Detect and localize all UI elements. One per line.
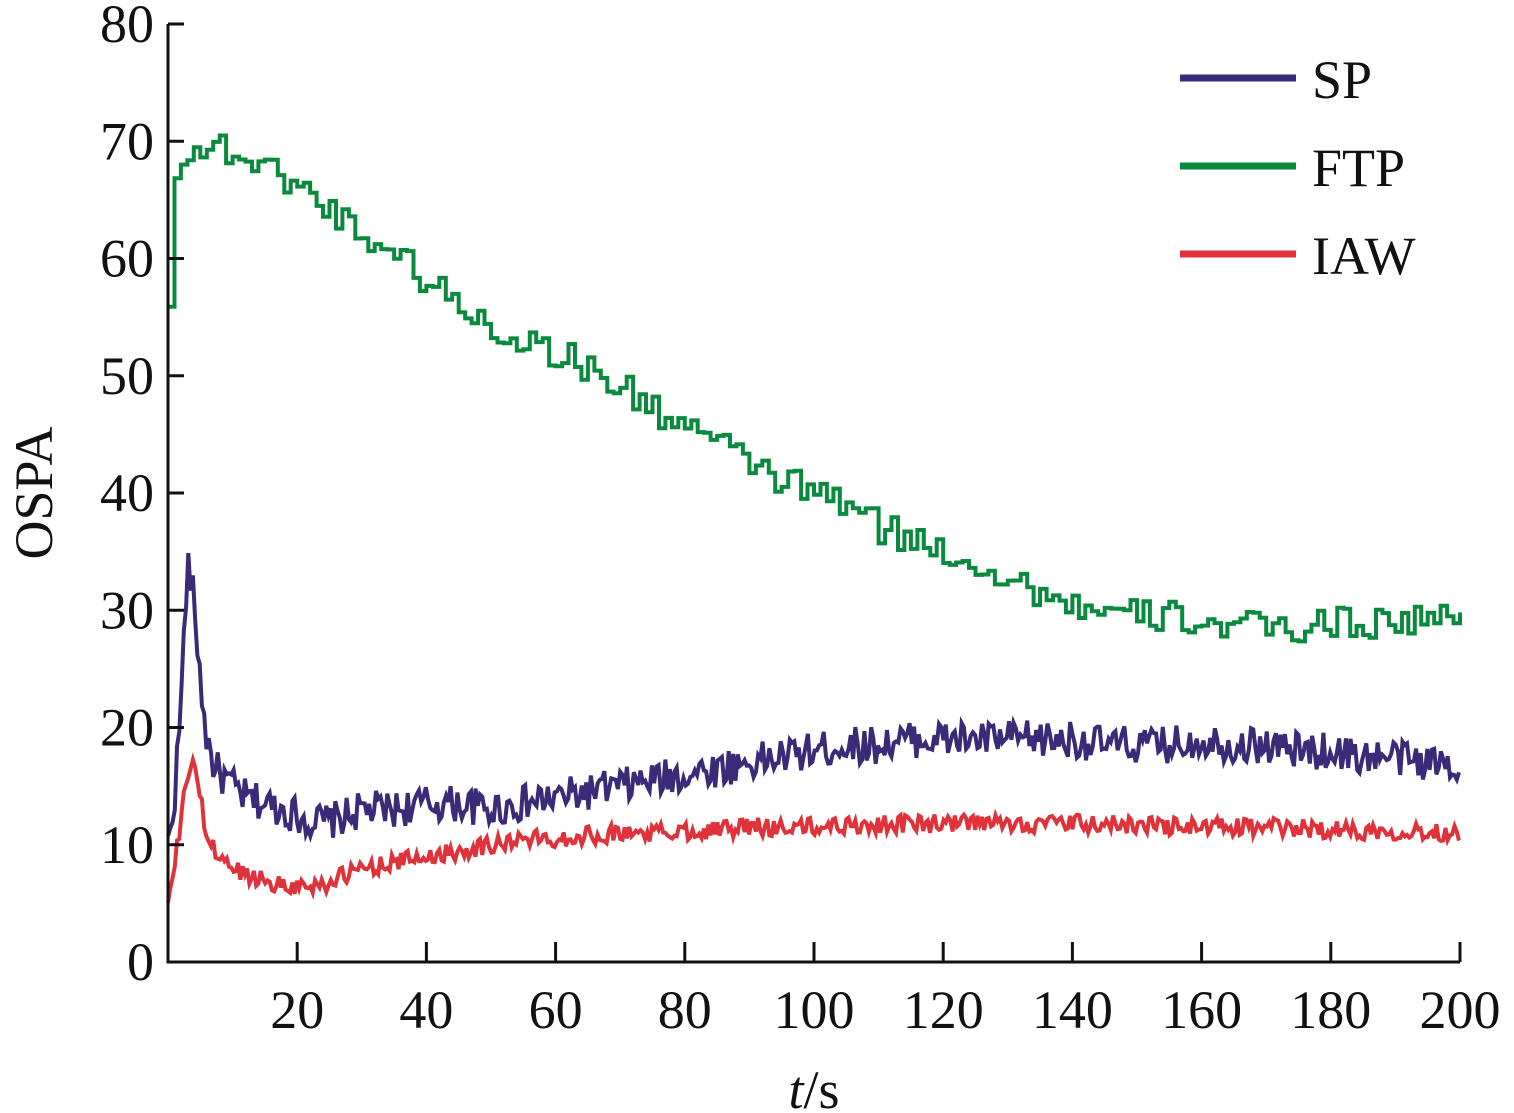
x-axis-label: t/s — [788, 1060, 839, 1113]
y-tick-label: 0 — [127, 932, 154, 992]
x-axis-label-italic: t — [788, 1060, 805, 1113]
y-axis-label: OSPA — [4, 426, 64, 559]
legend-label-sp: SP — [1312, 50, 1372, 110]
legend-label-ftp: FTP — [1312, 138, 1405, 198]
x-tick-label: 60 — [529, 980, 583, 1040]
y-tick-label: 20 — [100, 698, 154, 758]
y-tick-label: 40 — [100, 463, 154, 523]
x-axis-ticks: 20 40 60 80 100 120 140 160 180 200 — [270, 942, 1501, 1040]
x-tick-label: 140 — [1032, 980, 1113, 1040]
x-tick-label: 40 — [399, 980, 453, 1040]
x-tick-label: 160 — [1161, 980, 1242, 1040]
y-axis-ticks: 0 10 20 30 40 50 60 70 80 — [100, 0, 184, 992]
series-line-iaw — [166, 752, 1461, 904]
series-layer — [166, 133, 1462, 904]
x-tick-label: 20 — [270, 980, 324, 1040]
y-tick-label: 80 — [100, 0, 154, 54]
x-tick-label: 120 — [903, 980, 984, 1040]
y-tick-label: 10 — [100, 815, 154, 875]
legend-label-iaw: IAW — [1312, 226, 1416, 286]
x-tick-label: 200 — [1420, 980, 1501, 1040]
y-tick-label: 30 — [100, 580, 154, 640]
series-line-sp — [166, 552, 1461, 843]
y-tick-label: 60 — [100, 229, 154, 289]
y-tick-label: 70 — [100, 111, 154, 171]
series-line-ftp — [168, 133, 1462, 644]
legend: SP FTP IAW — [1180, 50, 1416, 286]
x-axis-label-unit: /s — [803, 1060, 839, 1113]
x-tick-label: 180 — [1290, 980, 1371, 1040]
y-tick-label: 50 — [100, 346, 154, 406]
x-tick-label: 80 — [658, 980, 712, 1040]
x-tick-label: 100 — [774, 980, 855, 1040]
